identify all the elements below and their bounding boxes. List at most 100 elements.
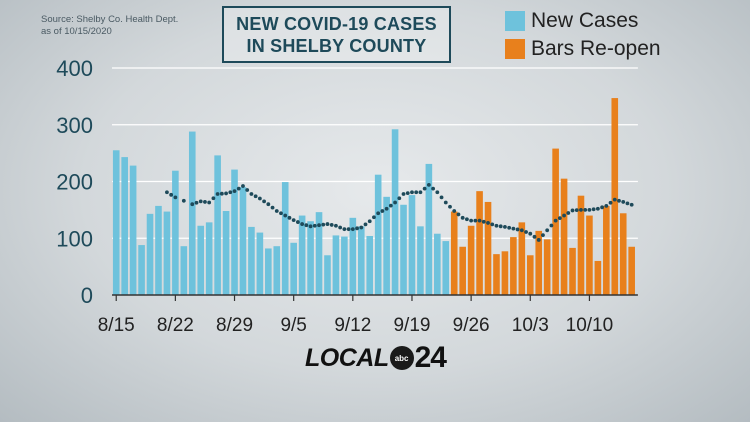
trend-point <box>338 225 343 230</box>
trend-point <box>329 223 334 227</box>
bar <box>543 239 551 295</box>
logo-abc-badge: abc <box>389 346 414 370</box>
chart-title: NEW COVID-19 CASES IN SHELBY COUNTY <box>222 6 451 63</box>
trend-point <box>490 222 495 227</box>
legend-label-new-cases: New Cases <box>531 9 639 32</box>
bar <box>222 211 230 295</box>
trend-point <box>553 218 558 223</box>
trend-point <box>363 222 368 227</box>
trend-point <box>325 222 330 226</box>
trend-point <box>418 190 423 195</box>
x-tick-label: 8/22 <box>157 315 194 336</box>
trend-point <box>291 218 296 222</box>
trend-point <box>435 190 440 195</box>
trend-point <box>283 213 288 218</box>
bar <box>239 187 247 295</box>
trend-point <box>350 227 355 232</box>
bars <box>112 98 635 295</box>
trend-point <box>625 201 630 206</box>
trend-point <box>410 190 414 195</box>
x-tick-label: 9/5 <box>280 315 306 336</box>
trend-point <box>566 211 571 215</box>
trend-point <box>300 222 305 226</box>
trend-point <box>194 200 199 205</box>
bar <box>138 245 145 295</box>
bar <box>450 211 458 295</box>
logo-text: LOCAL <box>305 343 389 372</box>
trend-point <box>443 200 448 205</box>
bar <box>197 225 205 295</box>
bar <box>603 205 610 295</box>
trend-point <box>211 196 216 201</box>
trend-point <box>486 221 490 225</box>
trend-point <box>465 217 469 222</box>
trend-point <box>342 227 347 232</box>
legend-item-new-cases: New Cases <box>505 8 661 34</box>
bar <box>256 232 264 295</box>
trend-point <box>228 190 233 195</box>
bar <box>459 246 466 295</box>
y-tick-label: 300 <box>56 113 93 138</box>
trend-point <box>203 200 207 204</box>
bar <box>366 235 374 295</box>
trend-point <box>481 219 486 224</box>
trend-point <box>308 224 313 229</box>
trend-point <box>574 208 579 213</box>
trend-point <box>595 206 600 211</box>
trend-point <box>557 216 562 221</box>
trend-point <box>266 202 271 207</box>
bar <box>172 170 179 295</box>
bar <box>476 191 483 295</box>
trend-point <box>431 186 435 191</box>
trend-point <box>287 215 292 220</box>
axes <box>112 294 638 301</box>
bar <box>535 230 543 295</box>
trend-point <box>439 195 444 200</box>
trend-point <box>367 219 372 224</box>
trend-point <box>355 226 359 231</box>
bar <box>273 246 281 295</box>
source-note: Source: Shelby Co. Health Dept. as of 10… <box>41 14 178 38</box>
bar <box>324 255 331 295</box>
source-line: Source: Shelby Co. Health Dept. <box>41 14 179 25</box>
trend-point <box>257 196 262 201</box>
trend-point <box>524 230 528 234</box>
trend-point <box>334 223 338 228</box>
bar <box>560 178 568 295</box>
trend-point <box>591 207 596 212</box>
bar <box>510 237 517 295</box>
trend-point <box>384 206 389 211</box>
trend-point <box>541 233 545 238</box>
bar <box>417 226 424 295</box>
bar <box>315 212 323 295</box>
bar <box>180 246 188 295</box>
trend-point <box>579 207 583 212</box>
trend-point <box>393 200 397 205</box>
trend-point <box>629 202 634 207</box>
trend-point <box>312 223 317 228</box>
bar <box>281 182 289 295</box>
bar <box>400 204 407 295</box>
trend-point <box>245 188 250 192</box>
trend-point <box>617 198 621 203</box>
trend-point <box>469 218 474 223</box>
trend-point <box>422 186 427 191</box>
bar <box>577 195 585 295</box>
bar <box>349 217 357 295</box>
bar <box>569 247 576 295</box>
trend-point <box>507 225 512 230</box>
x-tick-label: 9/26 <box>453 315 490 336</box>
bar <box>442 241 450 295</box>
y-tick-label: 100 <box>56 226 93 251</box>
bar <box>341 236 348 295</box>
trend-point <box>536 238 541 242</box>
bar <box>484 201 492 295</box>
y-tick-label: 200 <box>56 170 93 195</box>
trend-point <box>608 200 613 205</box>
bar <box>214 155 221 295</box>
trend-point <box>190 202 195 207</box>
trend-point <box>477 218 482 223</box>
trend-point <box>452 209 457 213</box>
bar <box>501 251 509 295</box>
as-of-line: as of 10/15/2020 <box>41 26 112 37</box>
